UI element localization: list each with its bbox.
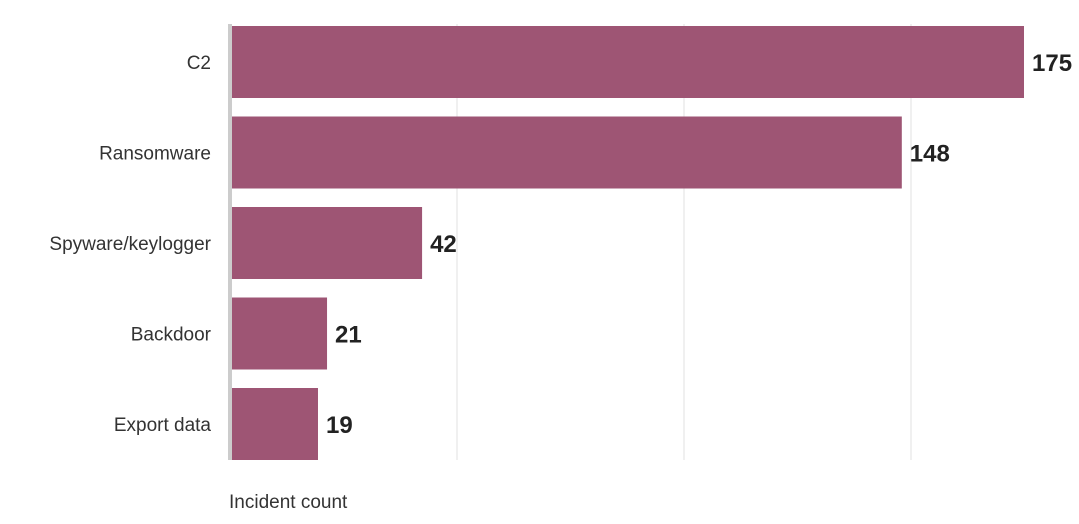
bars: [232, 26, 1024, 460]
category-label: Spyware/keylogger: [49, 234, 211, 255]
value-label: 42: [430, 231, 457, 258]
value-label: 148: [910, 141, 950, 168]
category-label: Ransomware: [99, 144, 211, 165]
bar: [232, 26, 1024, 98]
category-label: Export data: [114, 415, 212, 436]
x-axis-title: Incident count: [229, 492, 348, 513]
bar: [232, 297, 328, 370]
category-label: C2: [187, 53, 211, 74]
category-labels: C2 Ransomware Spyware/keylogger Backdoor Exp…: [49, 53, 211, 436]
value-label: 21: [335, 322, 362, 349]
category-label: Backdoor: [131, 325, 212, 346]
bar: [232, 388, 318, 460]
bar: [232, 207, 423, 279]
value-label: 19: [326, 412, 353, 439]
bar: [232, 116, 902, 189]
value-label: 175: [1032, 50, 1072, 77]
value-labels: 175 148 42 21 19: [326, 50, 1072, 439]
